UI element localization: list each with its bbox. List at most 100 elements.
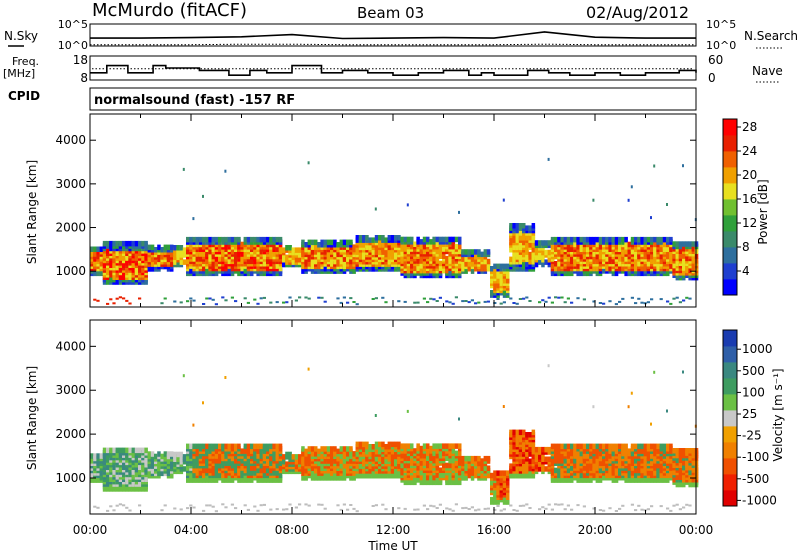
velocity-cell: [541, 446, 545, 453]
power-cell: [499, 302, 503, 305]
power-cell: [461, 266, 465, 272]
power-cell: [96, 246, 100, 252]
power-cell: [531, 223, 536, 229]
velocity-cell: [429, 474, 433, 481]
power-cell: [608, 236, 612, 243]
power-cell: [179, 252, 184, 258]
power-cell: [358, 235, 363, 241]
velocity-cell: [106, 447, 110, 454]
velocity-cell: [384, 448, 388, 455]
power-cell: [602, 302, 606, 305]
velocity-cell: [496, 470, 500, 476]
power-cell: [435, 241, 440, 247]
power-cell: [336, 297, 340, 300]
power-cell: [445, 300, 449, 303]
power-cell: [650, 216, 652, 220]
colorbar-segment: [723, 199, 737, 216]
power-cell: [627, 241, 632, 248]
power-cell: [602, 268, 606, 274]
power-cell: [118, 296, 122, 299]
power-cell: [624, 241, 628, 248]
velocity-cell: [102, 459, 107, 466]
power-cell: [285, 245, 289, 251]
power-cell: [115, 297, 119, 300]
power-cell: [304, 296, 308, 299]
power-cell: [195, 236, 200, 243]
velocity-cell: [531, 429, 536, 436]
power-cell: [99, 246, 104, 252]
velocity-cell: [301, 455, 305, 462]
nsearch-label: N.Search: [744, 29, 798, 43]
power-cell: [301, 239, 305, 246]
velocity-cell: [214, 477, 219, 483]
velocity-cell: [138, 504, 142, 507]
power-cell: [515, 227, 520, 234]
velocity-cell: [419, 450, 424, 457]
power-cell: [518, 223, 523, 229]
power-cell: [202, 236, 206, 243]
velocity-cell: [339, 508, 343, 511]
velocity-cell: [406, 455, 411, 461]
power-cell: [390, 249, 395, 255]
velocity-cell: [419, 474, 424, 481]
velocity-cell: [246, 443, 251, 450]
velocity-cell: [509, 429, 513, 436]
power-cell: [486, 258, 491, 265]
velocity-cell: [224, 506, 228, 509]
power-cell: [163, 244, 168, 251]
velocity-cell: [554, 443, 558, 450]
power-cell: [464, 300, 468, 302]
power-cell: [685, 296, 689, 299]
power-cell: [605, 256, 609, 262]
velocity-cell: [205, 475, 209, 481]
power-cell: [435, 236, 440, 243]
velocity-cell: [445, 443, 449, 449]
power-cell: [525, 261, 529, 267]
velocity-cell: [566, 504, 570, 507]
power-cell: [90, 246, 94, 252]
velocity-cell: [186, 507, 190, 510]
velocity-cell: [362, 441, 366, 448]
velocity-cell: [182, 374, 185, 378]
power-cell: [557, 236, 561, 243]
power-cell: [528, 251, 532, 258]
power-cell: [493, 285, 497, 291]
velocity-cell: [512, 451, 516, 457]
velocity-cell: [301, 470, 305, 476]
power-panel-bg: [90, 114, 696, 307]
power-cell: [192, 236, 196, 243]
freq-left-tick-bottom: 8: [80, 71, 88, 85]
velocity-cell: [384, 508, 388, 511]
velocity-cell: [96, 453, 100, 459]
power-cell: [438, 260, 443, 267]
freq-label: Freq.: [12, 55, 39, 68]
power-cell: [544, 300, 548, 303]
velocity-cell: [493, 475, 497, 481]
velocity-cell: [608, 507, 612, 510]
power-cell: [307, 297, 311, 300]
power-cell: [176, 245, 180, 251]
velocity-cell: [317, 448, 321, 455]
power-cell: [109, 298, 113, 301]
power-cell: [304, 242, 308, 248]
power-cell: [186, 248, 190, 255]
velocity-cell: [525, 460, 529, 467]
velocity-cell: [157, 463, 161, 469]
power-cell: [246, 301, 250, 304]
power-cell: [451, 248, 456, 255]
power-cell: [509, 223, 513, 229]
power-cell: [669, 236, 673, 243]
power-cell: [256, 236, 260, 243]
velocity-cell: [512, 473, 516, 479]
velocity-cell: [531, 448, 536, 455]
velocity-cell: [592, 443, 596, 450]
velocity-cell: [234, 507, 238, 510]
power-cell: [474, 249, 478, 255]
power-cell: [234, 256, 238, 262]
velocity-cell: [304, 503, 308, 506]
velocity-cell: [346, 508, 350, 511]
power-cell: [592, 198, 595, 202]
power-cell: [448, 301, 452, 304]
power-cell: [224, 169, 227, 173]
velocity-cell: [234, 467, 238, 474]
